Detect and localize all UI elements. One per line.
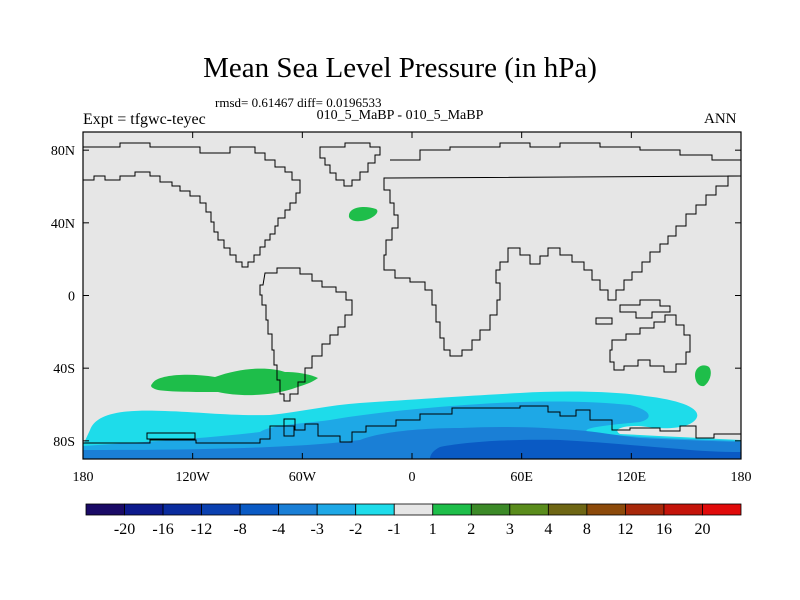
south-pacific-positive-region bbox=[151, 368, 318, 396]
colorbar-level-label: -16 bbox=[152, 521, 173, 538]
weddell-inlet-outline bbox=[283, 425, 295, 437]
new-zealand-positive-region bbox=[695, 365, 711, 387]
y-tick-label: 40N bbox=[51, 217, 75, 232]
colorbar-swatch bbox=[355, 503, 395, 516]
colorbar-level-label: -8 bbox=[233, 521, 246, 538]
colorbar-swatch bbox=[239, 503, 280, 516]
colorbar-swatch bbox=[509, 503, 549, 516]
colorbar-swatch bbox=[432, 503, 472, 516]
antarctica-coast bbox=[83, 405, 741, 444]
y-tick-label: 80S bbox=[53, 435, 75, 450]
colorbar-level-label: -12 bbox=[191, 521, 212, 538]
colorbar-swatch bbox=[124, 503, 164, 516]
y-axis-ticks: 80N 40N 0 40S 80S bbox=[51, 144, 741, 450]
colorbar-swatch bbox=[278, 503, 318, 516]
colorbar-swatch bbox=[316, 503, 357, 516]
colorbar-swatch bbox=[702, 503, 742, 516]
x-tick-label: 120W bbox=[176, 470, 211, 485]
experiment-label: Expt = tfgwc-teyec bbox=[83, 111, 206, 128]
rmsd-diff-stats: rmsd= 0.61467 diff= 0.0196533 bbox=[215, 95, 382, 110]
y-tick-label: 40S bbox=[53, 362, 75, 377]
colorbar-level-label: 4 bbox=[544, 521, 552, 538]
eurasia-africa-coast bbox=[383, 142, 741, 357]
colorbar-level-label: 8 bbox=[583, 521, 591, 538]
x-tick-label: 0 bbox=[409, 470, 416, 485]
ross-shelf-outline bbox=[146, 432, 196, 440]
colorbar-swatch bbox=[85, 503, 125, 516]
colorbar-level-label: -3 bbox=[311, 521, 324, 538]
x-tick-label: 180 bbox=[731, 470, 752, 485]
north-atlantic-positive-region bbox=[348, 207, 378, 222]
map-layer bbox=[83, 132, 741, 459]
north-america-coast bbox=[83, 142, 301, 268]
colorbar-level-label: 3 bbox=[506, 521, 514, 538]
y-tick-label: 80N bbox=[51, 144, 75, 159]
antarctic-deep-negative-region bbox=[430, 439, 741, 459]
colorbar-swatch bbox=[586, 503, 626, 516]
chart-title: Mean Sea Level Pressure (in hPa) bbox=[203, 52, 597, 84]
colorbar-swatch bbox=[663, 503, 703, 516]
colorbar-level-label: 16 bbox=[656, 521, 672, 538]
colorbar: -20 -16 -12 -8 -4 -3 -2 -1 1 2 3 4 8 12 16 20 bbox=[85, 503, 742, 538]
australia-coast bbox=[609, 314, 691, 373]
colorbar-level-label: 2 bbox=[467, 521, 475, 538]
south-america-coast bbox=[259, 267, 353, 402]
colorbar-swatch bbox=[162, 503, 202, 516]
colorbar-swatch bbox=[470, 503, 511, 516]
x-axis-ticks: 180 120W 60W 0 60E 120E 180 bbox=[73, 132, 752, 485]
y-tick-label: 0 bbox=[68, 290, 75, 305]
coastlines bbox=[83, 142, 741, 444]
colorbar-swatch bbox=[625, 503, 665, 516]
greenland-coast bbox=[319, 142, 381, 187]
colorbar-level-label: 12 bbox=[617, 521, 633, 538]
x-tick-label: 180 bbox=[73, 470, 94, 485]
chart-subtitle: 010_5_MaBP - 010_5_MaBP bbox=[316, 108, 484, 123]
x-tick-label: 60W bbox=[289, 470, 317, 485]
x-tick-label: 60E bbox=[510, 470, 533, 485]
colorbar-level-label: 1 bbox=[429, 521, 437, 538]
colorbar-level-label: -20 bbox=[114, 521, 135, 538]
colorbar-level-label: -1 bbox=[388, 521, 401, 538]
southeast-asia-islands-coast bbox=[595, 299, 671, 325]
colorbar-level-label: -4 bbox=[272, 521, 285, 538]
colorbar-swatch bbox=[201, 503, 241, 516]
x-tick-label: 120E bbox=[617, 470, 647, 485]
season-label: ANN bbox=[704, 111, 737, 127]
colorbar-swatch bbox=[547, 503, 588, 516]
colorbar-level-label: 20 bbox=[694, 521, 710, 538]
colorbar-level-label: -2 bbox=[349, 521, 362, 538]
colorbar-swatch bbox=[393, 503, 434, 516]
